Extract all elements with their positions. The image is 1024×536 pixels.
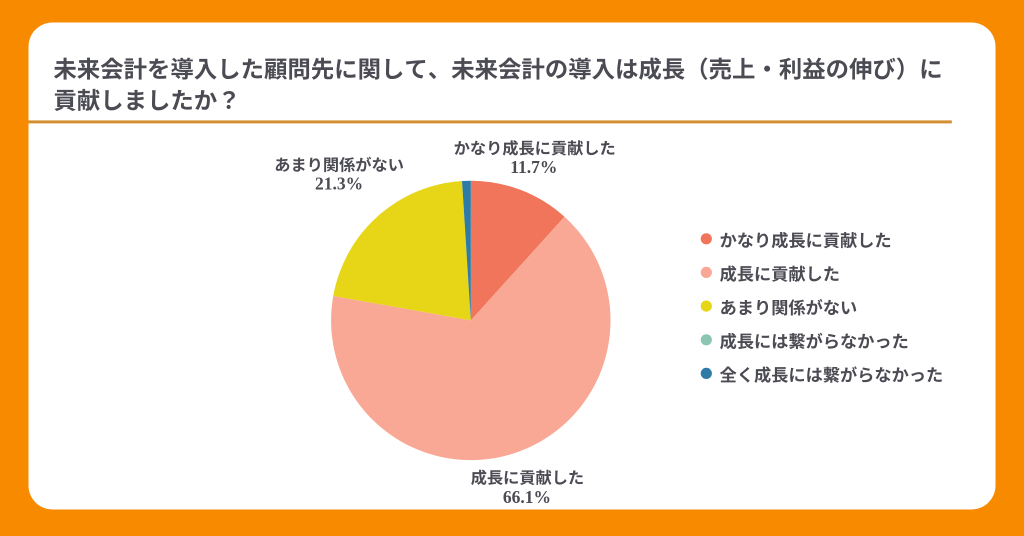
svg-text:21.3%: 21.3%	[315, 174, 363, 194]
svg-text:66.1%: 66.1%	[503, 487, 551, 507]
svg-text:11.7%: 11.7%	[510, 157, 557, 177]
